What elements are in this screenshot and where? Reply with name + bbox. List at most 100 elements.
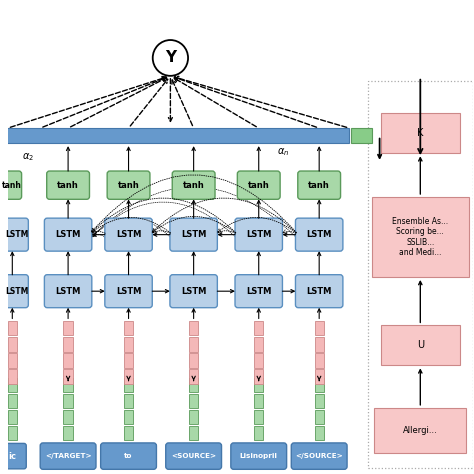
FancyBboxPatch shape <box>8 394 17 408</box>
FancyBboxPatch shape <box>315 410 324 424</box>
FancyBboxPatch shape <box>8 354 17 367</box>
FancyBboxPatch shape <box>189 321 198 336</box>
Text: Y: Y <box>165 50 176 65</box>
FancyBboxPatch shape <box>315 354 324 367</box>
FancyBboxPatch shape <box>124 337 133 352</box>
FancyBboxPatch shape <box>315 369 324 383</box>
FancyBboxPatch shape <box>8 337 17 352</box>
Text: LSTM: LSTM <box>246 287 272 296</box>
Text: to: to <box>124 453 133 459</box>
Text: LSTM: LSTM <box>55 287 81 296</box>
Text: LSTM: LSTM <box>5 230 28 239</box>
FancyBboxPatch shape <box>254 426 264 440</box>
FancyBboxPatch shape <box>124 426 133 440</box>
FancyBboxPatch shape <box>8 321 17 336</box>
Text: tanh: tanh <box>57 181 79 190</box>
FancyBboxPatch shape <box>254 369 264 383</box>
FancyBboxPatch shape <box>45 275 92 308</box>
Text: </TARGET>: </TARGET> <box>45 453 91 459</box>
FancyBboxPatch shape <box>189 337 198 352</box>
FancyBboxPatch shape <box>374 408 466 453</box>
FancyBboxPatch shape <box>254 321 264 336</box>
FancyBboxPatch shape <box>172 171 215 199</box>
FancyBboxPatch shape <box>170 218 218 251</box>
FancyBboxPatch shape <box>64 410 73 424</box>
FancyBboxPatch shape <box>166 443 221 469</box>
FancyBboxPatch shape <box>295 218 343 251</box>
Text: tanh: tanh <box>308 181 330 190</box>
FancyBboxPatch shape <box>381 113 459 154</box>
Text: LSTM: LSTM <box>181 287 206 296</box>
FancyBboxPatch shape <box>315 321 324 336</box>
Text: </SOURCE>: </SOURCE> <box>295 453 343 459</box>
Text: <SOURCE>: <SOURCE> <box>171 453 216 459</box>
FancyBboxPatch shape <box>298 171 340 199</box>
Text: tanh: tanh <box>2 181 22 190</box>
FancyBboxPatch shape <box>64 321 73 336</box>
FancyBboxPatch shape <box>254 394 264 408</box>
FancyBboxPatch shape <box>189 426 198 440</box>
Text: LSTM: LSTM <box>116 230 141 239</box>
Text: $\alpha_2$: $\alpha_2$ <box>22 151 34 163</box>
FancyBboxPatch shape <box>315 337 324 352</box>
Text: Ensemble As...
Scoring be...
SSLIB...
and Medi...: Ensemble As... Scoring be... SSLIB... an… <box>392 217 448 257</box>
FancyBboxPatch shape <box>351 128 372 143</box>
Text: tanh: tanh <box>248 181 270 190</box>
Text: LSTM: LSTM <box>181 230 206 239</box>
Text: tanh: tanh <box>183 181 204 190</box>
FancyBboxPatch shape <box>8 378 17 392</box>
FancyBboxPatch shape <box>254 337 264 352</box>
FancyBboxPatch shape <box>189 369 198 383</box>
Text: LSTM: LSTM <box>116 287 141 296</box>
FancyBboxPatch shape <box>237 171 280 199</box>
FancyBboxPatch shape <box>372 197 469 277</box>
FancyBboxPatch shape <box>8 426 17 440</box>
FancyBboxPatch shape <box>100 443 156 469</box>
FancyBboxPatch shape <box>315 378 324 392</box>
Text: LSTM: LSTM <box>307 230 332 239</box>
FancyBboxPatch shape <box>189 378 198 392</box>
Text: LSTM: LSTM <box>5 287 28 296</box>
Text: ic: ic <box>9 452 16 461</box>
FancyBboxPatch shape <box>0 218 28 251</box>
FancyBboxPatch shape <box>105 275 152 308</box>
FancyBboxPatch shape <box>40 443 96 469</box>
FancyBboxPatch shape <box>189 354 198 367</box>
FancyBboxPatch shape <box>124 369 133 383</box>
FancyBboxPatch shape <box>124 410 133 424</box>
FancyBboxPatch shape <box>295 275 343 308</box>
FancyBboxPatch shape <box>0 171 22 199</box>
FancyBboxPatch shape <box>254 354 264 367</box>
FancyBboxPatch shape <box>64 394 73 408</box>
Text: $\alpha_n$: $\alpha_n$ <box>277 146 290 158</box>
FancyBboxPatch shape <box>189 410 198 424</box>
Text: LSTM: LSTM <box>307 287 332 296</box>
FancyBboxPatch shape <box>381 325 459 365</box>
FancyBboxPatch shape <box>8 369 17 383</box>
FancyBboxPatch shape <box>0 128 349 143</box>
FancyBboxPatch shape <box>235 218 283 251</box>
FancyBboxPatch shape <box>124 321 133 336</box>
FancyBboxPatch shape <box>8 410 17 424</box>
Text: tanh: tanh <box>118 181 139 190</box>
FancyBboxPatch shape <box>231 443 287 469</box>
FancyBboxPatch shape <box>124 394 133 408</box>
FancyBboxPatch shape <box>170 275 218 308</box>
FancyBboxPatch shape <box>47 171 90 199</box>
FancyBboxPatch shape <box>64 378 73 392</box>
FancyBboxPatch shape <box>124 378 133 392</box>
FancyBboxPatch shape <box>64 369 73 383</box>
FancyBboxPatch shape <box>315 426 324 440</box>
Text: Allergi...: Allergi... <box>403 426 438 435</box>
FancyBboxPatch shape <box>254 378 264 392</box>
FancyBboxPatch shape <box>124 354 133 367</box>
Text: K: K <box>417 128 423 138</box>
FancyBboxPatch shape <box>45 218 92 251</box>
FancyBboxPatch shape <box>315 394 324 408</box>
Text: U: U <box>417 340 424 350</box>
FancyBboxPatch shape <box>235 275 283 308</box>
FancyBboxPatch shape <box>64 337 73 352</box>
FancyBboxPatch shape <box>105 218 152 251</box>
FancyBboxPatch shape <box>0 275 28 308</box>
FancyBboxPatch shape <box>0 443 26 469</box>
